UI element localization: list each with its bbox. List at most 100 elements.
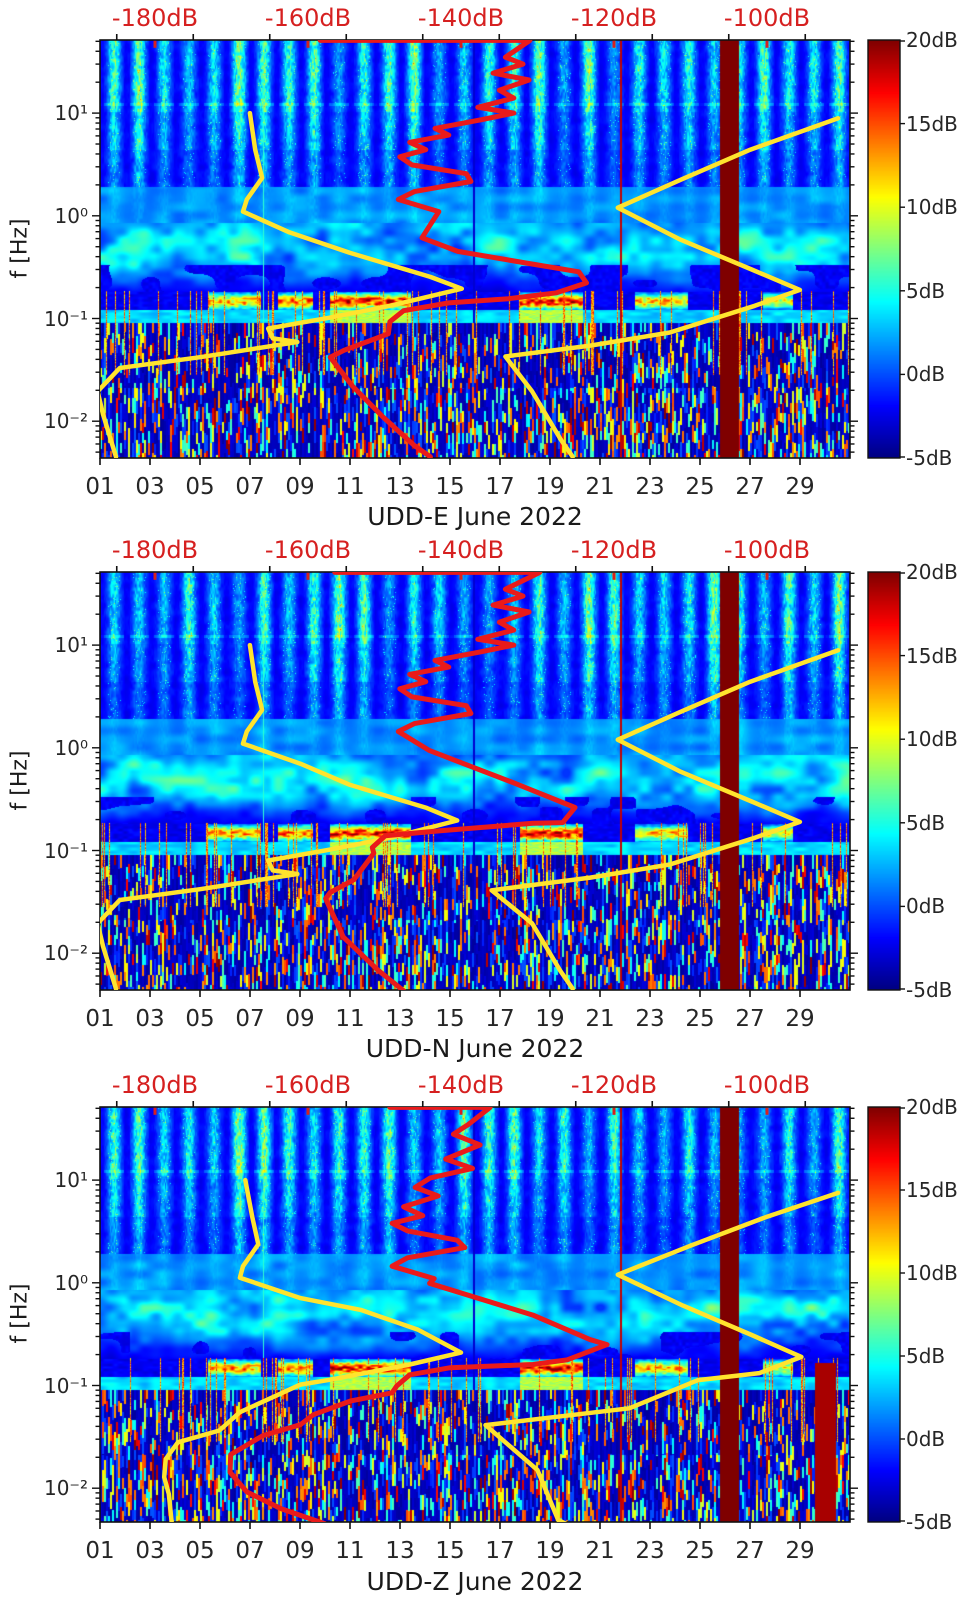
- spectrogram-canvas-udd-z: [100, 1107, 850, 1522]
- colorbar-tick-label: 20dB: [906, 28, 958, 52]
- y-axis-decade-label: 10⁰: [54, 735, 88, 760]
- top-axis-db-label: -160dB: [264, 1071, 352, 1099]
- colorbar-tick-label: 20dB: [906, 560, 958, 584]
- x-axis-day-label: 19: [535, 474, 565, 500]
- x-axis-day-label: 25: [685, 1538, 715, 1564]
- top-axis-db-label: -180dB: [111, 1071, 199, 1099]
- colorbar-udd-n: [868, 572, 900, 990]
- y-axis-decade-label: 10¹: [54, 633, 88, 658]
- y-axis-decade-label: 10¹: [54, 1168, 88, 1193]
- colorbar-tick-label: 20dB: [906, 1095, 958, 1119]
- y-axis-decade-label: 10⁰: [54, 1270, 88, 1295]
- y-axis-decade-label: 10⁻²: [43, 1476, 88, 1501]
- x-axis-day-label: 21: [585, 1006, 615, 1032]
- x-axis-day-label: 01: [85, 474, 115, 500]
- y-axis-decade-label: 10¹: [54, 101, 88, 126]
- y-axis-decade-label: 10⁻²: [43, 941, 88, 966]
- x-axis-day-label: 29: [785, 1006, 815, 1032]
- x-axis-day-label: 09: [285, 1006, 315, 1032]
- top-axis-db-label: -100dB: [723, 4, 811, 32]
- x-axis-day-label: 11: [335, 1538, 365, 1564]
- colorbar-tick-label: -5dB: [906, 1510, 953, 1534]
- colorbar-tick-label: 15dB: [906, 1178, 958, 1202]
- colorbar-tick-label: 10dB: [906, 1261, 958, 1285]
- y-axis-decade-label: 10⁻¹: [43, 838, 88, 863]
- colorbar-tick-label: 0dB: [906, 1427, 946, 1451]
- top-axis-db-label: -120dB: [570, 536, 658, 564]
- top-axis-db-label: -140dB: [417, 1071, 505, 1099]
- x-axis-day-label: 13: [385, 1006, 415, 1032]
- y-axis-decade-label: 10⁻¹: [43, 1373, 88, 1398]
- top-axis-db-label: -100dB: [723, 536, 811, 564]
- panel-title-udd-z: UDD-Z June 2022: [366, 1567, 584, 1596]
- spectrogram-canvas-udd-e: [100, 40, 850, 458]
- colorbar-udd-e: [868, 40, 900, 458]
- x-axis-day-label: 05: [185, 1538, 215, 1564]
- x-axis-day-label: 11: [335, 474, 365, 500]
- x-axis-day-label: 27: [735, 1538, 765, 1564]
- x-axis-day-label: 05: [185, 474, 215, 500]
- y-axis-decade-label: 10⁻²: [43, 409, 88, 434]
- y-axis-decade-label: 10⁻¹: [43, 306, 88, 331]
- x-axis-day-label: 07: [235, 474, 265, 500]
- x-axis-day-label: 21: [585, 1538, 615, 1564]
- x-axis-day-label: 01: [85, 1538, 115, 1564]
- colorbar-tick-label: 5dB: [906, 1344, 946, 1368]
- top-axis-db-label: -120dB: [570, 1071, 658, 1099]
- colorbar-tick-label: 15dB: [906, 643, 958, 668]
- x-axis-day-label: 09: [285, 474, 315, 500]
- x-axis-day-label: 01: [85, 1006, 115, 1032]
- top-axis-db-label: -180dB: [111, 536, 199, 564]
- x-axis-day-label: 19: [535, 1538, 565, 1564]
- top-axis-db-label: -100dB: [723, 1071, 811, 1099]
- top-axis-db-label: -120dB: [570, 4, 658, 32]
- x-axis-day-label: 17: [485, 1006, 515, 1032]
- x-axis-day-label: 07: [235, 1006, 265, 1032]
- x-axis-day-label: 29: [785, 1538, 815, 1564]
- panel-title-udd-n: UDD-N June 2022: [365, 1034, 585, 1063]
- x-axis-day-label: 13: [385, 474, 415, 500]
- top-axis-db-label: -160dB: [264, 536, 352, 564]
- colorbar-udd-z: [868, 1107, 900, 1522]
- x-axis-day-label: 27: [735, 1006, 765, 1032]
- x-axis-day-label: 25: [685, 1006, 715, 1032]
- x-axis-day-label: 13: [385, 1538, 415, 1564]
- colorbar-tick-label: -5dB: [906, 446, 953, 470]
- spectrogram-canvas-udd-n: [100, 572, 850, 990]
- x-axis-day-label: 25: [685, 474, 715, 500]
- colorbar-tick-label: 5dB: [906, 278, 946, 303]
- x-axis-day-label: 23: [635, 474, 665, 500]
- x-axis-day-label: 23: [635, 1538, 665, 1564]
- x-axis-day-label: 29: [785, 474, 815, 500]
- top-axis-db-label: -140dB: [417, 4, 505, 32]
- x-axis-day-label: 03: [135, 474, 165, 500]
- x-axis-day-label: 21: [585, 474, 615, 500]
- x-axis-day-label: 15: [435, 1006, 465, 1032]
- x-axis-day-label: 09: [285, 1538, 315, 1564]
- colorbar-tick-label: 5dB: [906, 810, 946, 835]
- colorbar-tick-label: 15dB: [906, 111, 958, 136]
- colorbar-tick-label: -5dB: [906, 978, 953, 1002]
- colorbar-tick-label: 10dB: [906, 727, 958, 752]
- x-axis-day-label: 17: [485, 1538, 515, 1564]
- x-axis-day-label: 19: [535, 1006, 565, 1032]
- x-axis-day-label: 27: [735, 474, 765, 500]
- panel-title-udd-e: UDD-E June 2022: [367, 502, 583, 531]
- x-axis-day-label: 15: [435, 474, 465, 500]
- colorbar-tick-label: 0dB: [906, 362, 946, 387]
- x-axis-day-label: 03: [135, 1006, 165, 1032]
- x-axis-day-label: 05: [185, 1006, 215, 1032]
- top-axis-db-label: -140dB: [417, 536, 505, 564]
- x-axis-day-label: 17: [485, 474, 515, 500]
- colorbar-tick-label: 10dB: [906, 195, 958, 220]
- colorbar-tick-label: 0dB: [906, 894, 946, 919]
- x-axis-day-label: 07: [235, 1538, 265, 1564]
- top-axis-db-label: -160dB: [264, 4, 352, 32]
- x-axis-day-label: 11: [335, 1006, 365, 1032]
- x-axis-day-label: 23: [635, 1006, 665, 1032]
- x-axis-day-label: 15: [435, 1538, 465, 1564]
- y-axis-decade-label: 10⁰: [54, 203, 88, 228]
- top-axis-db-label: -180dB: [111, 4, 199, 32]
- x-axis-day-label: 03: [135, 1538, 165, 1564]
